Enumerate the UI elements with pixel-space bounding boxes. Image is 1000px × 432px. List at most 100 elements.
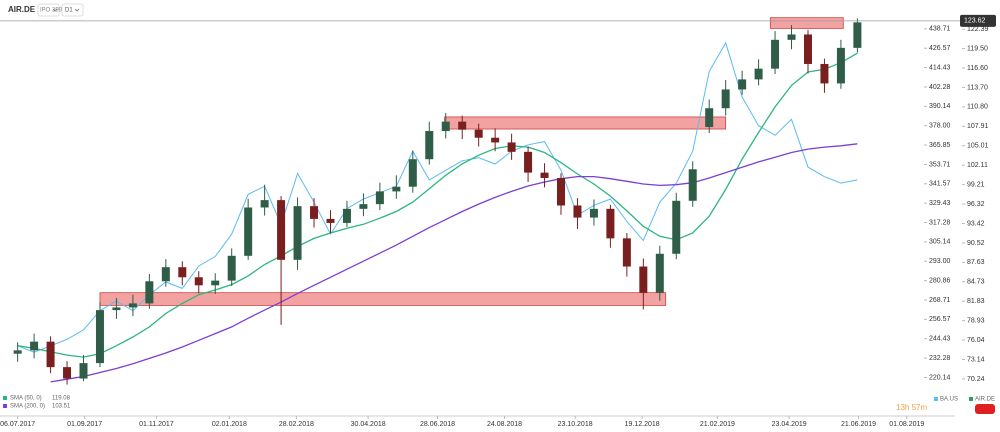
candle-body xyxy=(178,267,187,278)
x-tick-label: 21.02.2019 xyxy=(700,421,735,428)
action-button[interactable] xyxy=(975,404,995,414)
y2-tick-label: 268.71 xyxy=(929,297,951,304)
candle-body xyxy=(342,208,351,223)
legend-value: 119.08 xyxy=(52,396,71,402)
line-series xyxy=(50,143,858,383)
y2-tick-label: 317.28 xyxy=(929,219,951,226)
candle-body xyxy=(359,204,368,209)
legend-swatch xyxy=(969,397,973,401)
y-tick-label: 99.21 xyxy=(967,181,985,188)
candle-body xyxy=(326,218,335,223)
last-price-box xyxy=(960,14,996,27)
candle-body xyxy=(128,303,137,308)
y2-tick-label: 390.14 xyxy=(929,103,951,110)
y2-tick-label: 220.14 xyxy=(929,374,951,381)
candle-body xyxy=(244,207,253,256)
candle-body xyxy=(721,89,730,109)
candle-body xyxy=(853,22,862,48)
x-tick-label: 01.11.2017 xyxy=(139,421,174,428)
instrument-label: IPO 399 xyxy=(40,8,63,14)
y2-tick-label: 438.71 xyxy=(929,26,951,33)
candle-body xyxy=(738,79,747,90)
instrument-dropdown[interactable] xyxy=(37,3,60,17)
line-series xyxy=(17,41,858,353)
candle-body xyxy=(194,277,203,286)
x-tick-label: 06.07.2017 xyxy=(0,421,35,428)
y-tick-label: 93.42 xyxy=(967,220,985,227)
candle-body xyxy=(524,151,533,173)
candle-body xyxy=(836,47,845,84)
legend-name: SMA (50, 0) xyxy=(10,396,42,402)
legend-name: BA.US xyxy=(940,397,958,403)
resistance-zone xyxy=(444,116,727,130)
candle-body xyxy=(655,253,664,293)
y2-tick-label: 426.57 xyxy=(929,45,951,52)
y-tick-label: 90.52 xyxy=(967,240,985,247)
x-tick-label: 02.01.2018 xyxy=(212,421,247,428)
x-tick-label: 19.12.2018 xyxy=(625,421,660,428)
candle-body xyxy=(260,200,269,208)
candle-body xyxy=(46,341,55,368)
y-tick-label: 76.04 xyxy=(967,337,985,344)
candle-body xyxy=(754,68,763,80)
y-tick-label: 70.24 xyxy=(967,376,985,383)
candle-body xyxy=(392,186,401,192)
y2-tick-label: 341.57 xyxy=(929,181,951,188)
legend-swatch xyxy=(3,396,7,400)
y-tick-label: 113.70 xyxy=(967,84,988,91)
y2-tick-label: 280.86 xyxy=(929,277,951,284)
x-tick-label: 01.09.2017 xyxy=(67,421,102,428)
candle-body xyxy=(787,34,796,40)
y2-tick-label: 353.71 xyxy=(929,161,951,168)
y2-tick-label: 402.28 xyxy=(929,84,951,91)
candle-body xyxy=(211,280,220,286)
y2-tick-label: 232.28 xyxy=(929,355,951,362)
y-tick-label: 84.73 xyxy=(967,279,985,286)
candle-body xyxy=(145,281,154,304)
symbol: AIR.DE xyxy=(8,5,36,14)
x-tick-label: 28.02.2018 xyxy=(279,421,314,428)
candle-body xyxy=(705,108,714,128)
y-tick-label: 105.01 xyxy=(967,143,989,150)
resistance-zone xyxy=(769,17,844,29)
legend-name: AIR.DE xyxy=(975,397,995,403)
y2-tick-label: 329.43 xyxy=(929,200,951,207)
y-tick-label: 122.39 xyxy=(967,26,989,33)
x-tick-label: 24.08.2018 xyxy=(487,421,522,428)
x-tick-label: 28.06.2018 xyxy=(420,421,455,428)
y2-tick-label: 365.85 xyxy=(929,142,951,149)
candle-body xyxy=(425,131,434,160)
candle-body xyxy=(606,208,615,239)
candle-body xyxy=(310,206,319,219)
y2-tick-label: 293.00 xyxy=(929,258,951,265)
candle-body xyxy=(622,238,631,267)
candle-body xyxy=(30,341,39,351)
candle-body xyxy=(474,129,483,138)
legend-swatch xyxy=(934,397,938,401)
last-price-label: 123.62 xyxy=(964,18,986,25)
y2-tick-label: 414.43 xyxy=(929,64,951,71)
legend-swatch xyxy=(3,404,7,408)
y-tick-label: 81.83 xyxy=(967,298,985,305)
candle-body xyxy=(688,169,697,201)
resistance-zone xyxy=(99,292,667,306)
candle-body xyxy=(227,255,236,281)
candle-body xyxy=(277,200,286,260)
candle-body xyxy=(95,310,104,364)
x-tick-label: 21.06.2019 xyxy=(841,421,876,428)
legend-value: 103.51 xyxy=(52,404,71,410)
x-tick-label: 23.04.2019 xyxy=(772,421,807,428)
y2-tick-label: 256.57 xyxy=(929,316,951,323)
candle-body xyxy=(161,267,170,282)
candle-body xyxy=(540,172,549,178)
candle-body xyxy=(803,34,812,64)
candle-body xyxy=(491,137,500,143)
candle-body xyxy=(507,142,516,152)
x-tick-label: 23.10.2018 xyxy=(558,421,593,428)
timeframe-dropdown[interactable] xyxy=(61,3,84,17)
chevron xyxy=(74,8,80,12)
y-tick-label: 78.93 xyxy=(967,317,985,324)
legend-name: SMA (200, 0) xyxy=(10,404,45,410)
